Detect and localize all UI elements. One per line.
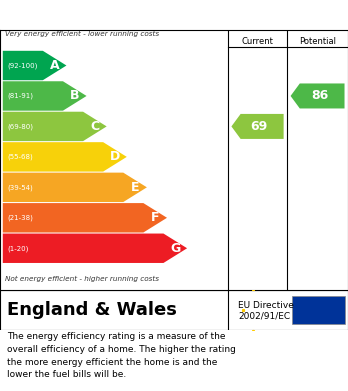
Text: (69-80): (69-80) — [7, 123, 33, 130]
Text: Very energy efficient - lower running costs: Very energy efficient - lower running co… — [5, 31, 159, 38]
FancyBboxPatch shape — [292, 296, 345, 325]
Text: Potential: Potential — [299, 36, 336, 45]
Text: G: G — [170, 242, 180, 255]
Text: 2002/91/EC: 2002/91/EC — [238, 312, 291, 321]
Text: A: A — [50, 59, 60, 72]
Text: (92-100): (92-100) — [7, 62, 37, 69]
Polygon shape — [3, 81, 87, 111]
Text: 86: 86 — [311, 90, 328, 102]
Text: (39-54): (39-54) — [7, 184, 33, 190]
Polygon shape — [3, 112, 107, 141]
Text: Not energy efficient - higher running costs: Not energy efficient - higher running co… — [5, 276, 159, 282]
Text: E: E — [131, 181, 139, 194]
Text: C: C — [90, 120, 100, 133]
Polygon shape — [231, 114, 284, 139]
Text: (81-91): (81-91) — [7, 93, 33, 99]
Text: F: F — [151, 211, 159, 224]
Text: EU Directive: EU Directive — [238, 301, 294, 310]
Text: Energy Efficiency Rating: Energy Efficiency Rating — [60, 6, 288, 24]
Text: (1-20): (1-20) — [7, 245, 28, 251]
Text: The energy efficiency rating is a measure of the
overall efficiency of a home. T: The energy efficiency rating is a measur… — [7, 332, 236, 379]
Text: 69: 69 — [251, 120, 268, 133]
Text: Current: Current — [242, 36, 274, 45]
Polygon shape — [3, 173, 147, 202]
Text: England & Wales: England & Wales — [7, 301, 177, 319]
Text: B: B — [70, 90, 79, 102]
Text: D: D — [110, 151, 120, 163]
Polygon shape — [3, 142, 127, 172]
Text: (21-38): (21-38) — [7, 215, 33, 221]
Polygon shape — [3, 203, 167, 233]
Polygon shape — [291, 83, 345, 108]
Polygon shape — [3, 51, 66, 80]
Polygon shape — [3, 233, 187, 263]
Text: (55-68): (55-68) — [7, 154, 33, 160]
